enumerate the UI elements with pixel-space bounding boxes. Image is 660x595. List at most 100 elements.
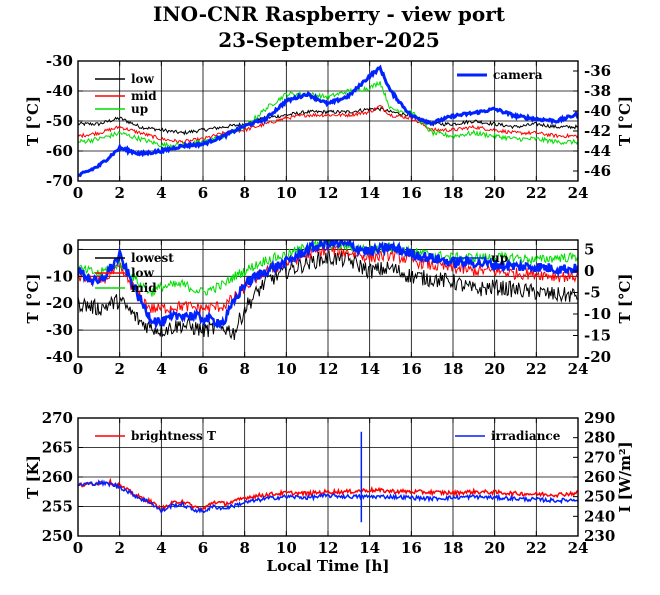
x-tick-label: 16 bbox=[401, 539, 422, 557]
x-tick-label: 22 bbox=[526, 539, 547, 557]
x-tick-label: 0 bbox=[73, 539, 83, 557]
legend-label: lowest bbox=[131, 251, 174, 265]
legend-label: low bbox=[131, 72, 155, 86]
x-tick-label: 8 bbox=[239, 184, 249, 202]
y-tick-label: -20 bbox=[46, 294, 73, 312]
series-group bbox=[78, 240, 578, 341]
x-tick-label: 0 bbox=[73, 360, 83, 378]
x-tick-label: 14 bbox=[359, 184, 380, 202]
y2-tick-label: -44 bbox=[584, 142, 611, 160]
y2-tick-label: 280 bbox=[584, 429, 615, 447]
panel-1: 0 2 4 6 8 10 12 14 16 18 20 22 24-70-60-50-40-30-46-… bbox=[24, 52, 634, 202]
panel-2: 0 2 4 6 8 10 12 14 16 18 20 22 24-40-30-20-100-20-15… bbox=[24, 239, 634, 378]
y-tick-label: 255 bbox=[42, 498, 73, 516]
series-group bbox=[78, 64, 578, 178]
x-tick-label: 10 bbox=[276, 539, 297, 557]
y2-axis-label: I [W/m²] bbox=[616, 441, 634, 512]
x-tick-label: 20 bbox=[484, 184, 505, 202]
y2-tick-label: 290 bbox=[584, 409, 615, 427]
y-tick-label: -50 bbox=[46, 112, 73, 130]
x-tick-label: 8 bbox=[239, 360, 249, 378]
y2-tick-label: 260 bbox=[584, 468, 615, 486]
x-tick-label: 24 bbox=[568, 360, 589, 378]
series-line-low bbox=[78, 242, 578, 314]
x-tick-label: 10 bbox=[276, 360, 297, 378]
y2-tick-label: -42 bbox=[584, 122, 611, 140]
x-tick-label: 10 bbox=[276, 184, 297, 202]
x-tick-label: 16 bbox=[401, 360, 422, 378]
y2-axis-label: T [°C] bbox=[616, 96, 634, 146]
series-line-camera bbox=[78, 64, 578, 178]
x-axis-label: Local Time [h] bbox=[267, 557, 390, 575]
x-tick-label: 2 bbox=[114, 184, 124, 202]
x-tick-label: 14 bbox=[359, 360, 380, 378]
y-axis-label: T [K] bbox=[24, 455, 42, 499]
y2-tick-label: 250 bbox=[584, 488, 615, 506]
series-line-low bbox=[78, 106, 578, 136]
y2-tick-label: -20 bbox=[584, 348, 611, 366]
x-tick-label: 6 bbox=[198, 360, 208, 378]
x-tick-label: 12 bbox=[318, 360, 339, 378]
x-tick-label: 2 bbox=[114, 360, 124, 378]
y-tick-label: -70 bbox=[46, 172, 73, 190]
legend-label: irradiance bbox=[491, 429, 561, 443]
y-tick-label: 250 bbox=[42, 527, 73, 545]
figure-title: INO-CNR Raspberry - view port bbox=[153, 2, 506, 26]
x-tick-label: 12 bbox=[318, 539, 339, 557]
y2-axis-label: T [°C] bbox=[616, 273, 634, 323]
legend-label: up bbox=[131, 102, 148, 116]
x-tick-label: 6 bbox=[198, 184, 208, 202]
x-tick-label: 6 bbox=[198, 539, 208, 557]
series-group bbox=[78, 431, 578, 523]
y-tick-label: 260 bbox=[42, 468, 73, 486]
y2-tick-label: -46 bbox=[584, 162, 611, 180]
series-line-irradiance bbox=[78, 479, 578, 514]
legend-label: brightness T bbox=[131, 429, 216, 443]
y-tick-label: -10 bbox=[46, 267, 73, 285]
series-line-mid bbox=[78, 104, 578, 145]
y-tick-label: -40 bbox=[46, 348, 73, 366]
x-tick-label: 8 bbox=[239, 539, 249, 557]
series-line-up bbox=[78, 240, 578, 330]
legend-label: up bbox=[491, 251, 508, 265]
x-tick-label: 12 bbox=[318, 184, 339, 202]
x-tick-label: 22 bbox=[526, 184, 547, 202]
x-tick-label: 22 bbox=[526, 360, 547, 378]
y-tick-label: 0 bbox=[63, 240, 73, 258]
x-tick-label: 14 bbox=[359, 539, 380, 557]
y-axis-label: T [°C] bbox=[24, 96, 42, 146]
x-tick-label: 4 bbox=[156, 184, 166, 202]
series-line-up bbox=[78, 80, 578, 149]
y-tick-label: -40 bbox=[46, 82, 73, 100]
y2-tick-label: -36 bbox=[584, 62, 611, 80]
y2-tick-label: -40 bbox=[584, 102, 611, 120]
y2-tick-label: 5 bbox=[584, 240, 594, 258]
x-tick-label: 4 bbox=[156, 360, 166, 378]
x-tick-label: 18 bbox=[443, 360, 464, 378]
x-tick-label: 4 bbox=[156, 539, 166, 557]
y2-tick-label: -38 bbox=[584, 82, 611, 100]
x-tick-label: 24 bbox=[568, 539, 589, 557]
y2-tick-label: 270 bbox=[584, 448, 615, 466]
x-tick-label: 18 bbox=[443, 539, 464, 557]
y-tick-label: -30 bbox=[46, 321, 73, 339]
x-tick-label: 18 bbox=[443, 184, 464, 202]
legend-label: camera bbox=[493, 68, 543, 82]
legend-label: mid bbox=[131, 281, 157, 295]
y2-tick-label: 0 bbox=[584, 262, 594, 280]
y2-tick-label: 230 bbox=[584, 527, 615, 545]
y-tick-label: -60 bbox=[46, 142, 73, 160]
y2-tick-label: -15 bbox=[584, 326, 611, 344]
x-tick-label: 24 bbox=[568, 184, 589, 202]
y2-tick-label: -5 bbox=[584, 283, 601, 301]
x-tick-label: 0 bbox=[73, 184, 83, 202]
figure-subtitle: 23-September-2025 bbox=[218, 28, 440, 52]
panel-3: 0 2 4 6 8 10 12 14 16 18 20 22 242502552602652702302… bbox=[24, 409, 634, 557]
x-tick-label: 20 bbox=[484, 539, 505, 557]
y2-tick-label: 240 bbox=[584, 507, 615, 525]
x-tick-label: 2 bbox=[114, 539, 124, 557]
y-axis-label: T [°C] bbox=[24, 273, 42, 323]
y-tick-label: 265 bbox=[42, 439, 73, 457]
x-tick-label: 16 bbox=[401, 184, 422, 202]
